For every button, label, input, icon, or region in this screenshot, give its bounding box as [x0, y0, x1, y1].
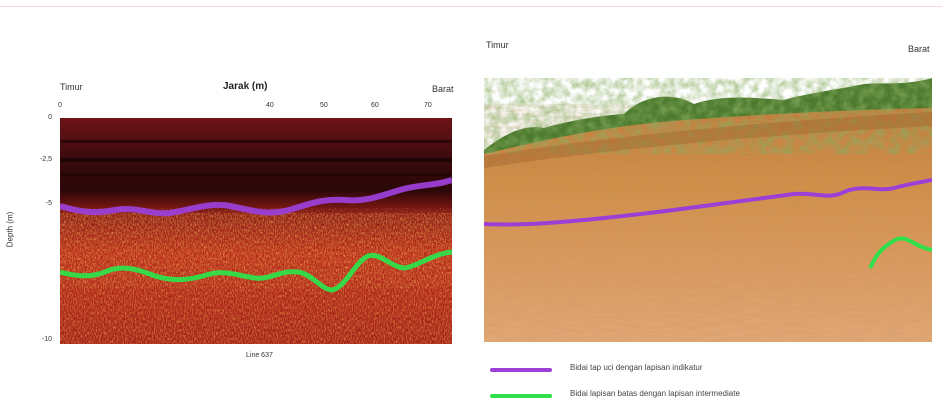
x-tick: 50 [320, 102, 328, 109]
y-tick: 0 [48, 114, 52, 121]
legend-item-green: Bidai lapisan batas dengan lapisan inter… [490, 386, 930, 412]
legend-item-purple: Bidai tap uci dengan lapisan indikatur [490, 360, 930, 386]
gpr-left-direction-label: Timur [60, 82, 83, 92]
legend-label: Bidai lapisan batas dengan lapisan inter… [570, 389, 740, 398]
x-tick: 60 [371, 102, 379, 109]
gpr-line-label: Line 637 [246, 352, 273, 359]
purple-line-swatch [490, 368, 552, 372]
legend: Bidai tap uci dengan lapisan indikatur B… [490, 360, 930, 412]
outcrop-photo [484, 64, 932, 342]
y-tick: -2,5 [39, 156, 52, 163]
gpr-y-axis-title: Depth (m) [5, 211, 15, 248]
green-line-swatch [490, 394, 552, 398]
x-tick: 0 [58, 102, 62, 109]
gpr-right-direction-label: Barat [432, 84, 454, 94]
gpr-x-axis-title: Jarak (m) [223, 81, 268, 92]
top-divider [0, 6, 942, 7]
legend-label: Bidai tap uci dengan lapisan indikatur [570, 363, 703, 372]
x-tick: 40 [266, 102, 274, 109]
gpr-radargram-image [60, 118, 452, 344]
x-tick: 70 [424, 102, 432, 109]
photo-right-direction-label: Barat [908, 44, 930, 54]
photo-panel: Timur Barat [470, 0, 942, 412]
photo-left-direction-label: Timur [486, 40, 509, 50]
y-tick: -5 [45, 200, 52, 207]
y-tick: -10 [41, 336, 52, 343]
gpr-panel: Timur Jarak (m) Barat 0 40 50 60 70 0 -2… [0, 0, 470, 412]
